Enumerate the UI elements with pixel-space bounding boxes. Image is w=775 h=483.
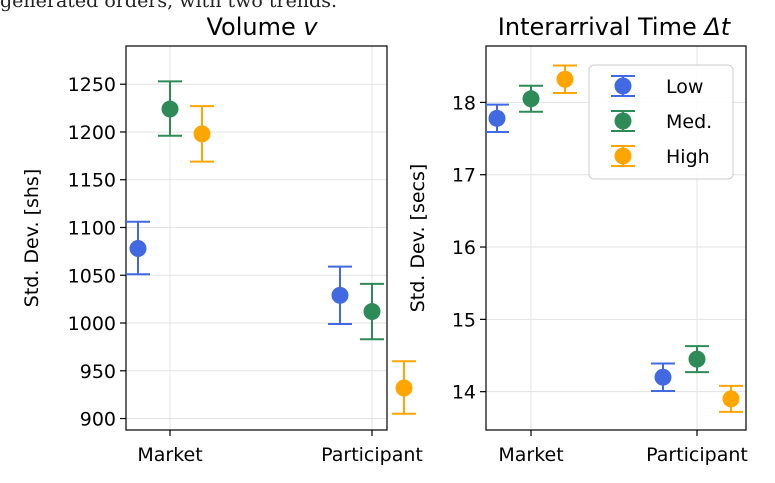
data-point xyxy=(722,390,740,408)
y-tick-label: 18 xyxy=(452,92,476,114)
axes-frame xyxy=(485,45,747,431)
figure-caption: generated orders, with two trends. xyxy=(0,0,337,12)
data-point xyxy=(556,70,574,88)
chart-title: Interarrival Time Δt xyxy=(498,13,732,41)
data-point xyxy=(395,379,413,397)
chart-title-variable: v xyxy=(303,13,318,41)
data-point xyxy=(193,125,211,143)
legend-label: Low xyxy=(666,76,703,98)
data-point xyxy=(161,100,179,118)
y-tick-label: 1200 xyxy=(68,122,116,144)
y-tick-label: 1000 xyxy=(68,313,116,335)
data-point xyxy=(522,90,540,108)
axes-frame xyxy=(125,45,388,431)
panel-2: 14 15 16 17 18 Market Participant Std. Dev. [se… xyxy=(407,13,748,466)
x-tick-label: Market xyxy=(137,444,202,466)
data-point xyxy=(688,350,706,368)
y-tick-label: 900 xyxy=(80,409,116,431)
y-tick-label: 15 xyxy=(452,309,476,331)
y-tick-label: 17 xyxy=(452,165,476,187)
chart-title-text: Volume xyxy=(206,13,303,41)
y-tick-label: 16 xyxy=(452,237,476,259)
y-tick-label: 1250 xyxy=(68,74,116,96)
chart-title: Volume v xyxy=(206,13,318,41)
data-point xyxy=(129,240,147,258)
y-tick-label: 1050 xyxy=(68,265,116,287)
chart-title-text: Interarrival Time xyxy=(498,13,705,41)
y-tick-label: 1100 xyxy=(68,217,116,239)
chart-title-variable: Δt xyxy=(702,13,731,41)
legend-label: High xyxy=(666,146,710,168)
x-tick-label: Participant xyxy=(646,444,748,466)
y-tick-label: 950 xyxy=(80,361,116,383)
legend-marker xyxy=(614,77,632,95)
data-point xyxy=(654,368,672,386)
y-axis-label: Std. Dev. [secs] xyxy=(407,164,429,313)
legend-marker xyxy=(614,147,632,165)
y-axis-label: Std. Dev. [shs] xyxy=(21,169,43,307)
y-tick-label: 14 xyxy=(452,382,476,404)
data-point xyxy=(331,286,349,304)
panel-1: 900 950 1000 1050 1100 1150 1200 1250 Market Part… xyxy=(21,13,423,466)
data-point xyxy=(363,303,381,321)
data-point xyxy=(488,109,506,127)
legend-marker xyxy=(614,112,632,130)
x-tick-label: Market xyxy=(498,444,563,466)
x-tick-label: Participant xyxy=(321,444,423,466)
y-tick-label: 1150 xyxy=(68,170,116,192)
legend-label: Med. xyxy=(666,111,712,133)
